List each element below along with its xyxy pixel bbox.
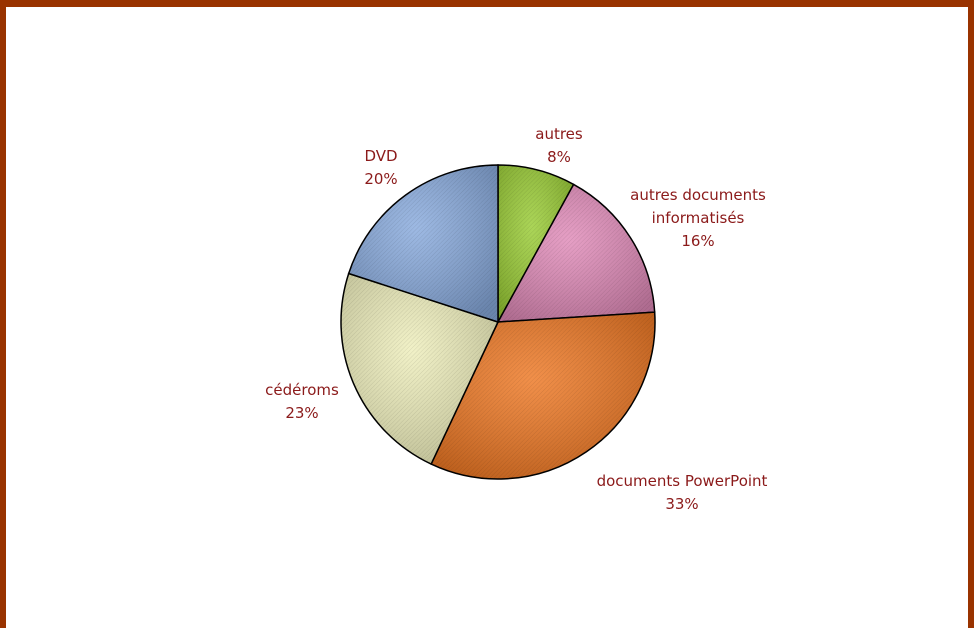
slice-percent: 8% xyxy=(547,148,571,166)
slice-name: autres documents xyxy=(630,186,766,204)
pie-slice-autres-documents-informatisés-outline xyxy=(496,183,656,323)
pie-slice-cédéroms-outline xyxy=(340,272,500,466)
slice-percent: 33% xyxy=(665,495,698,513)
pie-chart: autres 8% autres documents informatisés 16% d… xyxy=(265,125,767,513)
slice-percent: 23% xyxy=(285,404,318,422)
slice-label-0: autres 8% xyxy=(535,125,583,166)
slice-label-1: autres documents informatisés 16% xyxy=(630,186,766,250)
slice-name: DVD xyxy=(364,147,397,165)
pie-slices xyxy=(340,164,656,480)
pie-labels: autres 8% autres documents informatisés 16% d… xyxy=(265,125,767,513)
pie-slice-dvd-outline xyxy=(347,164,499,324)
slice-percent: 16% xyxy=(681,232,714,250)
slice-percent: 20% xyxy=(364,170,397,188)
slice-name: cédéroms xyxy=(265,381,339,399)
slice-label-2: documents PowerPoint 33% xyxy=(597,472,768,513)
slice-name: autres xyxy=(535,125,583,143)
slice-label-4: DVD 20% xyxy=(364,147,397,188)
slice-name: documents PowerPoint xyxy=(597,472,768,490)
slice-label-3: cédéroms 23% xyxy=(265,381,339,422)
slice-name: informatisés xyxy=(652,209,745,227)
pie-slice-documents-powerpoint-outline xyxy=(430,311,656,480)
